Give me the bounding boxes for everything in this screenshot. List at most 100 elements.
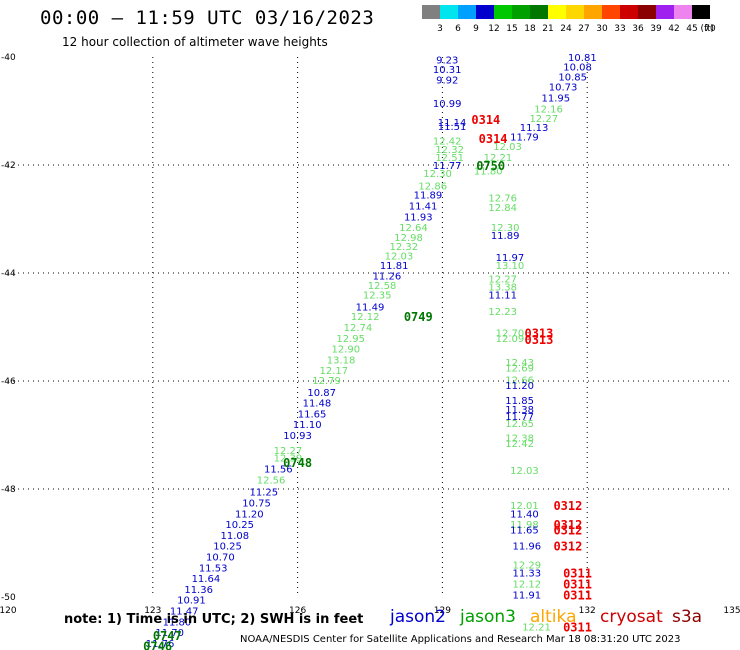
pass-time-label: 0314 bbox=[479, 132, 508, 146]
pass-time-label: 0311 bbox=[563, 621, 592, 635]
wave-height-label: 10.85 bbox=[558, 72, 587, 83]
chart-title: 00:00 – 11:59 UTC 03/16/2023 bbox=[40, 7, 375, 29]
wave-height-label: 11.81 bbox=[380, 261, 409, 272]
wave-height-label: 12.21 bbox=[484, 153, 513, 164]
wave-height-label: 11.41 bbox=[409, 202, 438, 213]
colorbar-swatch bbox=[440, 5, 458, 19]
wave-height-label: 11.26 bbox=[373, 272, 402, 283]
colorbar-label: 39 bbox=[650, 24, 662, 34]
wave-height-label: 13.38 bbox=[488, 283, 517, 294]
wave-height-label: 12.66 bbox=[505, 375, 534, 386]
colorbar-swatch bbox=[530, 5, 548, 19]
y-tick-label: -48 bbox=[1, 485, 16, 495]
wave-height-label: 9.23 bbox=[436, 56, 458, 67]
wave-height-label: 11.85 bbox=[505, 396, 534, 407]
wave-height-label: 12.01 bbox=[510, 501, 539, 512]
wave-height-label: 12.76 bbox=[488, 193, 517, 204]
wave-height-label: 10.87 bbox=[307, 388, 336, 399]
pass-time-label: 0312 bbox=[553, 518, 582, 532]
wave-height-label: 11.13 bbox=[520, 123, 549, 134]
wave-height-label: 12.42 bbox=[505, 439, 534, 450]
satellite-legend-jason2: jason2 bbox=[390, 607, 446, 627]
wave-height-label: 11.51 bbox=[438, 122, 467, 133]
wave-height-label: 12.27 bbox=[274, 446, 303, 457]
wave-height-label: 12.17 bbox=[319, 366, 348, 377]
pass-time-label: 0313 bbox=[524, 326, 553, 340]
wave-height-label: 11.38 bbox=[505, 405, 534, 416]
x-tick-label: 123 bbox=[144, 606, 161, 616]
colorbar-swatch bbox=[458, 5, 476, 19]
wave-height-label: 12.39 bbox=[274, 454, 303, 465]
wave-height-label: 11.65 bbox=[510, 526, 539, 537]
colorbar-swatch bbox=[692, 5, 710, 19]
colorbar-swatch bbox=[638, 5, 656, 19]
y-tick-label: -42 bbox=[1, 161, 16, 171]
wave-height-label: 11.36 bbox=[184, 585, 213, 596]
wave-height-label: 12.56 bbox=[257, 475, 286, 486]
wave-height-label: 11.96 bbox=[513, 542, 542, 553]
wave-height-label: 12.21 bbox=[522, 623, 551, 634]
wave-height-label: 11.80 bbox=[474, 166, 503, 177]
wave-height-label: 10.99 bbox=[433, 99, 462, 110]
wave-height-label: 11.53 bbox=[199, 563, 228, 574]
pass-time-label: 0314 bbox=[471, 113, 500, 127]
y-tick-label: -50 bbox=[1, 593, 16, 603]
pass-time-label: 0749 bbox=[404, 310, 433, 324]
wave-height-label: 11.91 bbox=[513, 590, 542, 601]
wave-height-label: 12.03 bbox=[385, 252, 414, 263]
wave-height-label: 10.75 bbox=[242, 499, 271, 510]
wave-height-label: 12.95 bbox=[336, 334, 365, 345]
wave-height-label: 11.56 bbox=[264, 464, 293, 475]
colorbar-label: 15 bbox=[506, 24, 517, 34]
footnote: note: 1) Time is in UTC; 2) SWH is in fe… bbox=[64, 612, 364, 627]
x-tick-label: 129 bbox=[434, 606, 451, 616]
wave-height-label: 11.25 bbox=[249, 488, 278, 499]
wave-height-label: 11.79 bbox=[510, 132, 539, 143]
wave-height-label: 12.30 bbox=[491, 223, 520, 234]
wave-height-label: 11.48 bbox=[303, 399, 332, 410]
satellite-legend-cryosat: cryosat bbox=[600, 607, 663, 627]
colorbar-swatch bbox=[656, 5, 674, 19]
wave-height-label: 12.58 bbox=[368, 281, 397, 292]
wave-height-label: 12.38 bbox=[505, 434, 534, 445]
colorbar-swatch bbox=[548, 5, 566, 19]
colorbar-swatch bbox=[674, 5, 692, 19]
wave-height-label: 12.30 bbox=[423, 169, 452, 180]
wave-height-label: 11.89 bbox=[414, 191, 443, 202]
wave-height-label: 11.64 bbox=[192, 574, 221, 585]
satellite-legend-s3a: s3a bbox=[672, 607, 703, 627]
wave-height-label: 9.92 bbox=[436, 76, 458, 87]
colorbar-label: 6 bbox=[455, 24, 461, 34]
y-tick-label: -40 bbox=[1, 53, 16, 63]
wave-height-label: 12.51 bbox=[435, 153, 464, 164]
wave-height-label: 10.91 bbox=[177, 596, 206, 607]
colorbar-swatch bbox=[494, 5, 512, 19]
pass-time-label: 0313 bbox=[524, 333, 553, 347]
wave-height-label: 12.64 bbox=[399, 223, 428, 234]
colorbar-label: 27 bbox=[578, 24, 589, 34]
colorbar-legend: 3 6 9 12 15 18 21 24 27 30 33 36 39 42 45 70(ft) bbox=[422, 5, 716, 34]
wave-height-label: 12.90 bbox=[332, 345, 361, 356]
wave-height-label: 12.27 bbox=[529, 114, 558, 125]
colorbar-label: 18 bbox=[524, 24, 536, 34]
wave-height-label: 12.74 bbox=[344, 323, 373, 334]
wave-height-label: 12.32 bbox=[435, 145, 464, 156]
wave-height-label: 12.35 bbox=[363, 291, 392, 302]
x-tick-label: 135 bbox=[723, 606, 740, 616]
wave-height-label: 10.31 bbox=[433, 65, 462, 76]
wave-height-label: 12.65 bbox=[505, 419, 534, 430]
colorbar-swatch bbox=[620, 5, 638, 19]
wave-height-label: 11.80 bbox=[163, 617, 192, 628]
wave-height-label: 11.77 bbox=[505, 412, 534, 423]
wave-height-label: 11.10 bbox=[293, 420, 322, 431]
wave-height-label: 10.25 bbox=[213, 542, 242, 553]
colorbar-label: 36 bbox=[632, 24, 644, 34]
colorbar-swatch bbox=[584, 5, 602, 19]
wave-height-label: 13.10 bbox=[496, 261, 525, 272]
colorbar-swatch bbox=[566, 5, 584, 19]
wave-height-label: 11.93 bbox=[404, 212, 433, 223]
pass-time-label: 0311 bbox=[563, 588, 592, 602]
pass-time-label: 0312 bbox=[553, 540, 582, 554]
wave-height-label: 12.84 bbox=[488, 203, 517, 214]
